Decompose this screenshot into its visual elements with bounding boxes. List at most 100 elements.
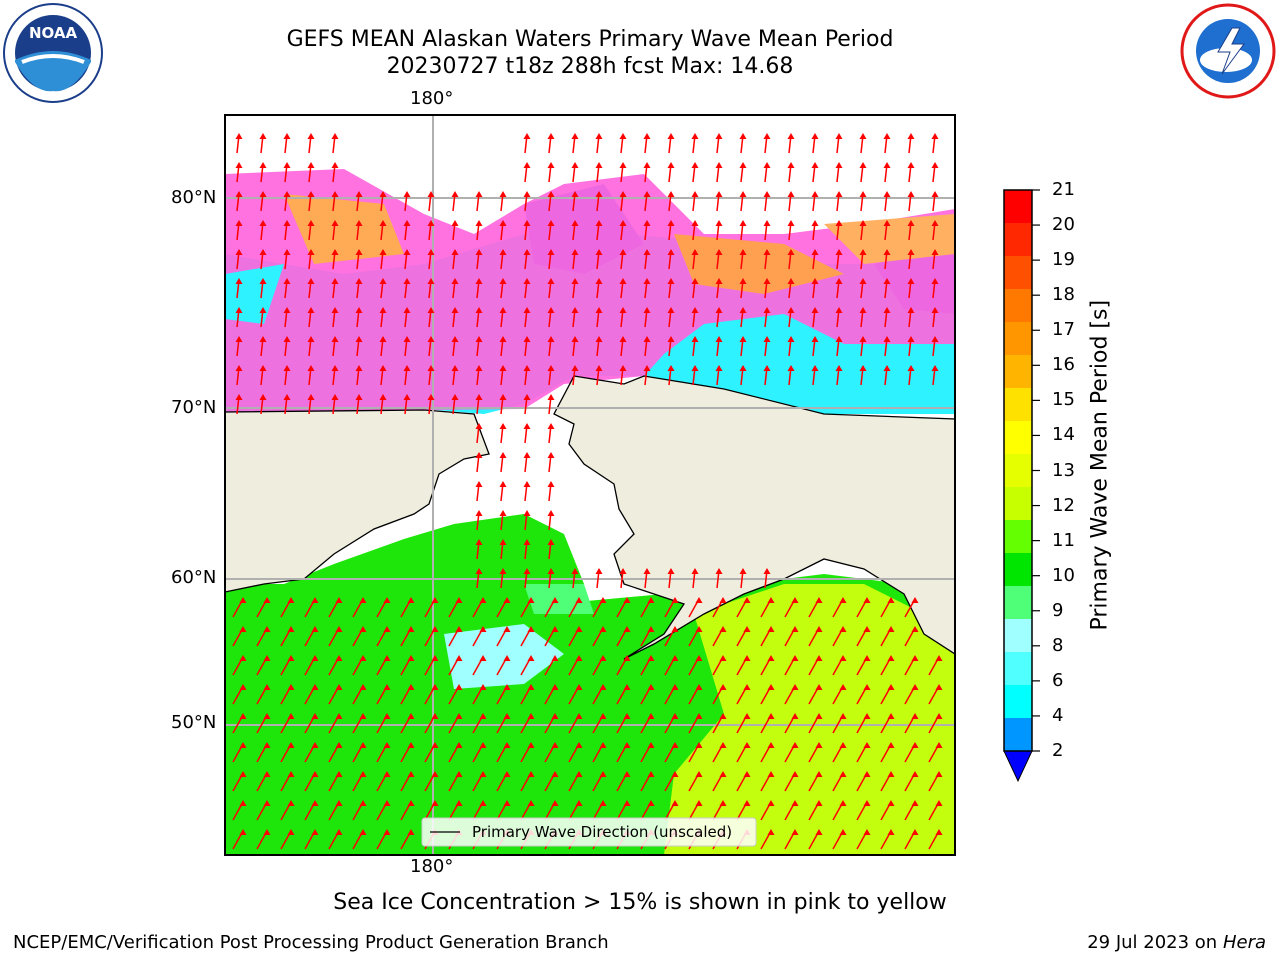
wave-direction-arrow <box>787 162 795 183</box>
wave-direction-arrow <box>736 597 751 618</box>
wave-direction-arrow <box>667 307 675 328</box>
wave-direction-arrow <box>667 133 675 154</box>
colorbar-tick-label: 8 <box>1052 634 1064 656</box>
wave-direction-arrow <box>523 162 531 183</box>
wave-direction-arrow <box>736 655 751 676</box>
wave-direction-arrow <box>595 191 603 212</box>
wave-direction-arrow <box>307 220 315 241</box>
wave-direction-arrow <box>784 829 799 850</box>
wave-direction-arrow <box>496 742 511 763</box>
wave-direction-arrow <box>571 133 579 154</box>
colorbar-tick-label: 13 <box>1052 459 1075 481</box>
wave-direction-arrow <box>427 249 435 270</box>
wave-direction-arrow <box>640 684 655 705</box>
wave-direction-arrow <box>376 597 391 618</box>
wave-direction-arrow <box>811 365 819 386</box>
wave-direction-arrow <box>715 365 723 386</box>
wave-direction-arrow <box>712 655 727 676</box>
wave-direction-arrow <box>664 626 679 647</box>
wave-direction-arrow <box>712 684 727 705</box>
wave-direction-arrow <box>523 539 531 560</box>
wave-direction-arrow <box>808 597 823 618</box>
wave-direction-arrow <box>811 133 819 154</box>
colorbar-tick-label: 21 <box>1052 179 1075 200</box>
wave-direction-arrow <box>427 394 435 415</box>
wave-direction-arrow <box>331 278 339 299</box>
wave-direction-arrow <box>715 249 723 270</box>
wave-direction-arrow <box>832 800 847 821</box>
wave-direction-arrow <box>787 133 795 154</box>
wave-direction-arrow <box>499 423 507 444</box>
wave-direction-arrow <box>763 336 771 357</box>
wave-direction-arrow <box>427 220 435 241</box>
plot-title: GEFS MEAN Alaskan Waters Primary Wave Me… <box>286 27 894 52</box>
wave-direction-arrow <box>235 365 243 386</box>
wave-direction-arrow <box>739 191 747 212</box>
wave-direction-arrow <box>475 278 483 299</box>
wave-direction-arrow <box>904 742 919 763</box>
wave-direction-arrow <box>928 771 943 792</box>
wave-direction-arrow <box>931 162 939 183</box>
wave-direction-arrow <box>235 249 243 270</box>
wave-direction-arrow <box>499 191 507 212</box>
wave-direction-arrow <box>904 655 919 676</box>
wave-direction-arrow <box>568 626 583 647</box>
wave-direction-arrow <box>715 278 723 299</box>
wave-direction-arrow <box>256 626 271 647</box>
wave-direction-arrow <box>235 220 243 241</box>
wave-direction-arrow <box>283 133 291 154</box>
wave-direction-arrow <box>304 800 319 821</box>
wave-direction-arrow <box>379 307 387 328</box>
wave-direction-arrow <box>331 249 339 270</box>
wave-direction-arrow <box>760 684 775 705</box>
wave-direction-arrow <box>664 684 679 705</box>
wave-direction-arrow <box>883 133 891 154</box>
wave-direction-arrow <box>331 162 339 183</box>
wave-direction-arrow <box>568 771 583 792</box>
wave-direction-arrow <box>736 771 751 792</box>
wave-direction-arrow <box>283 249 291 270</box>
colorbar-tick-label: 9 <box>1052 599 1064 621</box>
wave-direction-arrow <box>571 249 579 270</box>
wave-direction-arrow <box>475 452 483 473</box>
wave-direction-arrow <box>547 452 555 473</box>
wave-direction-arrow <box>787 191 795 212</box>
wave-direction-arrow <box>448 655 463 676</box>
wave-direction-arrow <box>451 336 459 357</box>
wave-direction-arrow <box>547 423 555 444</box>
wave-direction-arrow <box>832 626 847 647</box>
wave-direction-arrow <box>520 684 535 705</box>
wave-direction-arrow <box>736 626 751 647</box>
wave-direction-arrow <box>808 771 823 792</box>
wave-direction-arrow <box>355 220 363 241</box>
wave-direction-arrow <box>787 365 795 386</box>
wave-direction-arrow <box>688 597 703 618</box>
wave-direction-arrow <box>475 365 483 386</box>
wave-direction-arrow <box>619 307 627 328</box>
wave-direction-arrow <box>667 568 675 589</box>
wave-direction-arrow <box>496 684 511 705</box>
wave-direction-arrow <box>379 365 387 386</box>
wave-direction-arrow <box>880 771 895 792</box>
wave-direction-arrow <box>619 220 627 241</box>
wave-direction-arrow <box>376 771 391 792</box>
wave-direction-arrow <box>352 655 367 676</box>
wave-direction-arrow <box>520 771 535 792</box>
wave-direction-arrow <box>883 249 891 270</box>
wave-direction-arrow <box>835 191 843 212</box>
wave-direction-arrow <box>688 684 703 705</box>
wave-direction-arrow <box>355 394 363 415</box>
wave-direction-arrow <box>907 336 915 357</box>
wave-direction-arrow <box>667 249 675 270</box>
footer-date: 29 Jul 2023 on Hera <box>1087 932 1266 953</box>
wave-direction-arrow <box>907 162 915 183</box>
wave-direction-arrow <box>835 133 843 154</box>
nws-logo <box>1180 3 1276 99</box>
wave-direction-arrow <box>568 597 583 618</box>
wave-direction-arrow <box>619 568 627 589</box>
wave-direction-arrow <box>691 220 699 241</box>
wave-direction-arrow <box>592 626 607 647</box>
wave-direction-arrow <box>715 191 723 212</box>
wave-direction-arrow <box>400 597 415 618</box>
wave-direction-arrow <box>811 162 819 183</box>
